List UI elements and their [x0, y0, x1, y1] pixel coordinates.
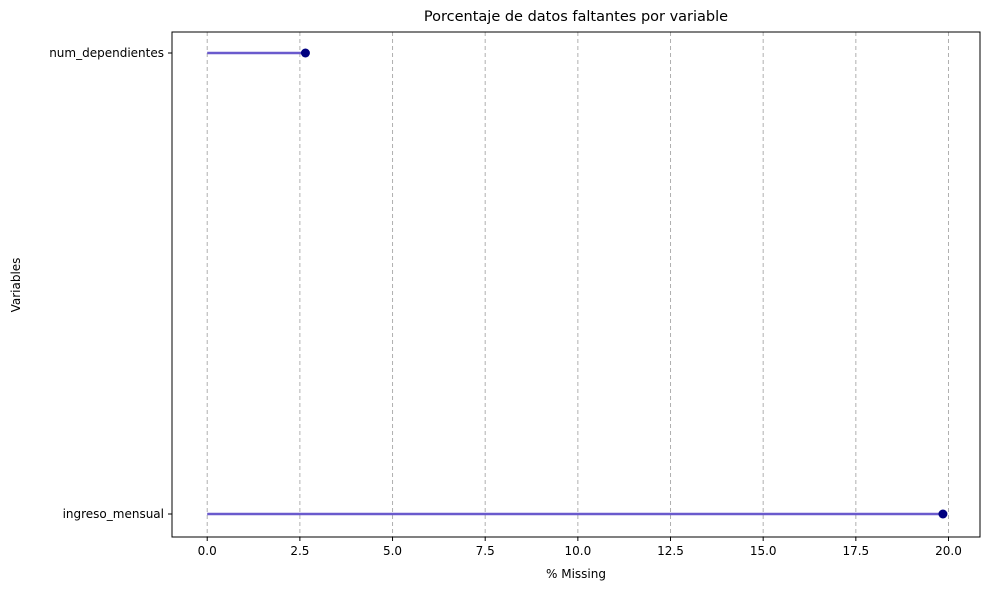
- chart-title: Porcentaje de datos faltantes por variab…: [424, 9, 728, 25]
- y-axis-ticks: ingreso_mensual num_dependientes: [49, 46, 172, 521]
- y-axis-label: Variables: [9, 258, 23, 313]
- markers: [300, 48, 948, 519]
- x-axis-ticks: 0.0 2.5 5.0 7.5 10.0 12.5 15.0 17.5 20.0: [198, 537, 962, 558]
- marker-ingreso_mensual: [938, 509, 948, 519]
- x-tick-label: 2.5: [290, 544, 309, 558]
- x-tick-label: 12.5: [657, 544, 684, 558]
- x-tick-label: 10.0: [564, 544, 591, 558]
- y-tick-label: num_dependientes: [49, 46, 164, 60]
- x-tick-label: 15.0: [750, 544, 777, 558]
- x-tick-label: 0.0: [198, 544, 217, 558]
- x-tick-label: 20.0: [935, 544, 962, 558]
- plot-frame: [171, 31, 981, 538]
- y-tick-label: ingreso_mensual: [63, 507, 164, 521]
- marker-num_dependientes: [300, 48, 310, 58]
- stems: [207, 51, 943, 516]
- x-axis-label: % Missing: [546, 567, 606, 581]
- x-tick-label: 17.5: [842, 544, 869, 558]
- x-tick-label: 7.5: [476, 544, 495, 558]
- grid-lines: [206, 32, 949, 537]
- x-tick-label: 5.0: [383, 544, 402, 558]
